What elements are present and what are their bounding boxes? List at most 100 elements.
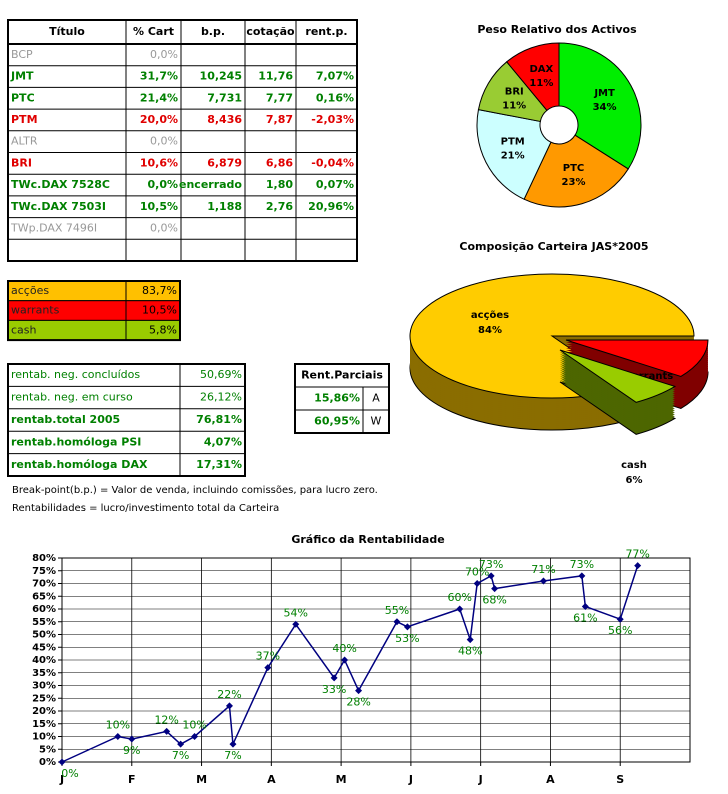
table <box>7 280 181 342</box>
table-cell: 0,0% <box>150 48 178 61</box>
marker <box>578 572 586 580</box>
data-label: 73% <box>479 558 503 571</box>
marker <box>341 656 349 664</box>
marker <box>616 615 624 623</box>
chart-title: Gráfico da Rentabilidade <box>291 533 444 546</box>
table-cell: encerrado <box>179 178 242 191</box>
pie-slice <box>523 134 629 208</box>
y-tick-label: 0% <box>39 757 56 768</box>
data-label: 61% <box>573 611 597 624</box>
data-label: 40% <box>332 642 356 655</box>
table-cell: 83,7% <box>142 284 177 297</box>
table-cell: 10,6% <box>140 156 178 169</box>
table-cell: rentab.homóloga DAX <box>11 458 148 471</box>
table <box>7 363 246 477</box>
slice-value: 11% <box>529 78 553 89</box>
table-cell: 8,436 <box>207 113 242 126</box>
slice-label: PTM <box>501 137 525 148</box>
table-cell: 10,5% <box>140 200 178 213</box>
note: Rentabilidades = lucro/investimento tota… <box>12 503 279 514</box>
marker <box>466 636 474 644</box>
y-tick-label: 5% <box>39 744 56 755</box>
pie-slice <box>409 273 695 399</box>
marker <box>264 664 272 672</box>
data-label: 33% <box>322 683 346 696</box>
data-label: 68% <box>482 594 506 607</box>
marker <box>163 727 171 735</box>
table-cell: cash <box>11 323 37 336</box>
table-cell: 0,0% <box>147 178 178 191</box>
table-cell: 7,77 <box>266 91 293 104</box>
marker <box>191 733 199 740</box>
x-tick-label: A <box>546 773 555 786</box>
table-cell: 17,31% <box>196 458 242 471</box>
table-cell: A <box>372 392 380 405</box>
slice-value: 23% <box>562 177 586 188</box>
data-label: 37% <box>256 650 280 663</box>
y-tick-label: 10% <box>32 732 56 743</box>
table-cell: 5,8% <box>149 323 177 336</box>
y-tick-label: 65% <box>32 591 56 602</box>
table-cell: 20,0% <box>140 113 178 126</box>
data-label: 22% <box>217 688 241 701</box>
marker <box>403 623 411 631</box>
marker <box>225 702 233 710</box>
table-cell: -2,03% <box>311 113 354 126</box>
data-label: 10% <box>182 719 206 732</box>
table-cell: acções <box>11 284 49 297</box>
data-label: 7% <box>172 749 189 762</box>
table-cell: PTM <box>11 113 38 126</box>
column-header: Título <box>49 25 85 38</box>
y-tick-label: 15% <box>32 719 56 730</box>
slice-value: 34% <box>593 102 617 113</box>
data-label: 7% <box>224 749 241 762</box>
table-cell: JMT <box>10 70 34 83</box>
slice-label: warrants <box>623 371 673 382</box>
marker <box>456 605 464 613</box>
pie-slice <box>559 349 677 403</box>
slice-label: acções <box>471 310 509 321</box>
data-label: 73% <box>570 558 594 571</box>
table-cell: BRI <box>11 156 32 169</box>
data-label: 0% <box>61 767 78 780</box>
table-cell: TWc.DAX 7503I <box>11 200 106 213</box>
table-cell: 1,188 <box>207 200 242 213</box>
marker <box>355 687 363 695</box>
slice-label: JMT <box>593 88 615 99</box>
table-cell: 21,4% <box>140 91 178 104</box>
table-cell: 76,81% <box>196 413 242 426</box>
data-label: 9% <box>123 744 140 757</box>
data-label: 48% <box>458 645 482 658</box>
pie-title: Peso Relativo dos Activos <box>477 23 637 36</box>
data-label: 55% <box>385 604 409 617</box>
table-cell: 0,07% <box>316 178 354 191</box>
y-tick-label: 60% <box>32 604 56 615</box>
table-cell: 1,80 <box>266 178 293 191</box>
x-tick-label: M <box>196 773 207 786</box>
table-cell: rentab.total 2005 <box>11 413 120 426</box>
slice-label: DAX <box>530 64 554 75</box>
column-header: cotação <box>246 25 295 38</box>
slice-value: 21% <box>501 151 525 162</box>
data-label: 70% <box>465 566 489 579</box>
data-label: 10% <box>106 719 130 732</box>
marker <box>292 620 300 628</box>
y-tick-label: 70% <box>32 579 56 590</box>
table <box>294 363 390 434</box>
table-cell: ALTR <box>11 135 38 148</box>
table <box>7 19 358 262</box>
pie-slice <box>476 109 552 200</box>
column-header: % Cart <box>133 25 174 38</box>
y-tick-label: 80% <box>32 553 56 564</box>
data-label: 28% <box>346 696 370 709</box>
table-cell: TWc.DAX 7528C <box>11 178 110 191</box>
table-cell: 0,0% <box>150 221 178 234</box>
marker <box>58 758 66 766</box>
x-tick-label: J <box>478 773 483 786</box>
y-tick-label: 35% <box>32 668 56 679</box>
table-cell: 31,7% <box>140 70 178 83</box>
y-tick-label: 55% <box>32 617 56 628</box>
x-tick-label: S <box>616 773 624 786</box>
marker <box>177 740 185 748</box>
table-cell: rentab. neg. concluídos <box>11 368 140 381</box>
